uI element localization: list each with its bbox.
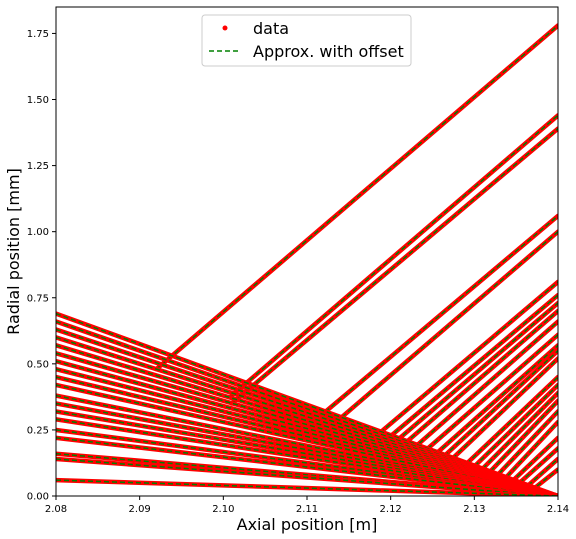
fit-line-7: [390, 302, 558, 447]
y-tick-label: 1.50: [27, 95, 49, 106]
data-line-1: [229, 113, 558, 398]
y-tick-label: 0.75: [27, 293, 49, 304]
fit-line-16: [465, 392, 558, 486]
data-line-10: [413, 332, 558, 462]
x-axis-title: Axial position [m]: [237, 515, 378, 534]
x-tick-label: 2.09: [129, 504, 151, 515]
fit-line-6: [381, 294, 558, 444]
fit-line-5: [373, 281, 558, 439]
fit-line-31: [56, 368, 558, 496]
x-tick-label: 2.08: [45, 504, 67, 515]
x-tick-label: 2.14: [547, 504, 569, 515]
fit-line-15: [457, 384, 558, 484]
fit-line-13: [440, 358, 558, 471]
fit-line-12: [431, 350, 558, 468]
fit-line-0: [155, 24, 558, 370]
legend-label-data: data: [253, 19, 289, 38]
fit-line-42: [56, 479, 558, 496]
legend-marker-data: [222, 25, 228, 31]
fit-line-3: [306, 215, 558, 428]
legend-label-fit: Approx. with offset: [253, 42, 404, 61]
y-tick-label: 1.25: [27, 161, 49, 172]
fit-line-2: [231, 128, 558, 405]
fit-line-41: [56, 458, 558, 496]
x-tick-label: 2.13: [463, 504, 485, 515]
legend: data Approx. with offset: [201, 14, 412, 67]
x-tick-label: 2.10: [212, 504, 234, 515]
y-tick-label: 0.25: [27, 425, 49, 436]
y-tick-label: 1.75: [27, 29, 49, 40]
x-tick-label: 2.11: [296, 504, 318, 515]
tick-layer: 2.08 2.09 2.10 2.11 2.12 2.13 2.14 0.00 0.25 0.50…: [27, 29, 569, 515]
y-axis-title: Radial position [mm]: [4, 168, 23, 335]
y-tick-label: 0.00: [27, 492, 49, 503]
y-tick-label: 0.50: [27, 359, 49, 370]
fit-line-4: [323, 231, 558, 434]
legend-box: [201, 14, 412, 67]
fit-line-38: [56, 429, 558, 496]
fit-line-11: [423, 344, 558, 465]
fit-line-32: [56, 376, 558, 496]
fit-line-24: [56, 312, 558, 496]
fit-line-8: [398, 310, 558, 449]
fit-line-9: [406, 320, 558, 455]
fit-line-20: [498, 437, 558, 494]
fit-line-39: [56, 437, 558, 496]
y-tick-label: 1.00: [27, 227, 49, 238]
data-layer: [56, 23, 558, 496]
fit-line-23: [524, 468, 558, 496]
fit-line-37: [56, 418, 558, 496]
x-tick-label: 2.12: [380, 504, 402, 515]
